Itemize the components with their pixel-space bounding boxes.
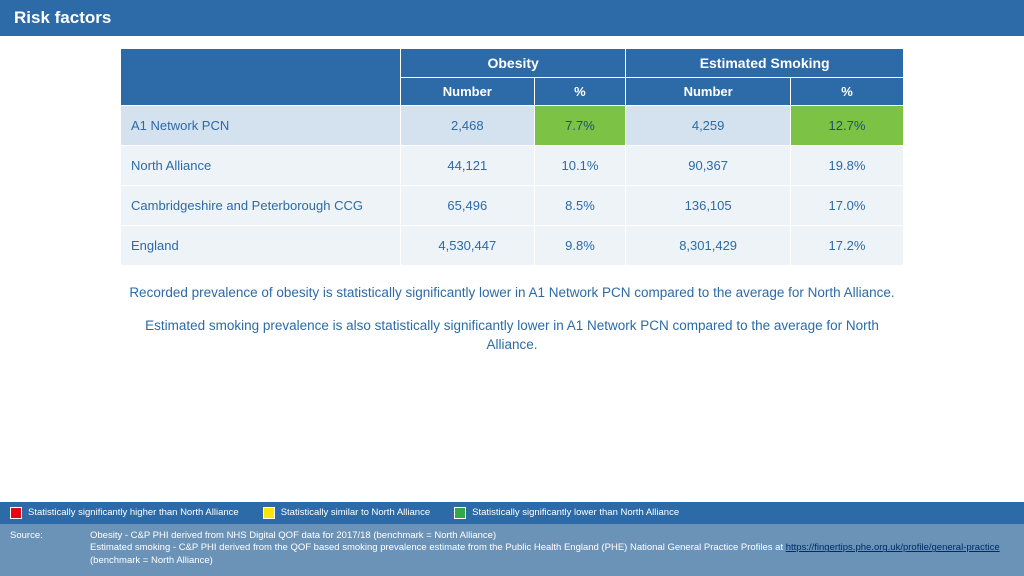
legend-swatch bbox=[454, 507, 466, 519]
data-cell: 10.1% bbox=[534, 146, 626, 186]
data-cell: 17.0% bbox=[790, 186, 903, 226]
source-text: Obesity - C&P PHI derived from NHS Digit… bbox=[90, 530, 1014, 568]
legend-label: Statistically similar to North Alliance bbox=[281, 507, 430, 518]
source-link[interactable]: https://fingertips.phe.org.uk/profile/ge… bbox=[786, 542, 1000, 553]
source-line: (benchmark = North Alliance) bbox=[90, 555, 213, 566]
table-row: North Alliance44,12110.1%90,36719.8% bbox=[121, 146, 904, 186]
commentary-line: Estimated smoking prevalence is also sta… bbox=[120, 317, 904, 355]
legend-swatch bbox=[10, 507, 22, 519]
data-cell: 17.2% bbox=[790, 226, 903, 266]
subheader-number: Number bbox=[626, 78, 791, 106]
data-cell: 44,121 bbox=[401, 146, 535, 186]
commentary-line: Recorded prevalence of obesity is statis… bbox=[120, 284, 904, 303]
header-obesity: Obesity bbox=[401, 49, 626, 78]
subheader-percent: % bbox=[790, 78, 903, 106]
commentary: Recorded prevalence of obesity is statis… bbox=[120, 284, 904, 355]
table-row: A1 Network PCN2,4687.7%4,25912.7% bbox=[121, 106, 904, 146]
data-cell: 90,367 bbox=[626, 146, 791, 186]
source-line: Obesity - C&P PHI derived from NHS Digit… bbox=[90, 530, 496, 541]
row-label: North Alliance bbox=[121, 146, 401, 186]
data-cell: 8.5% bbox=[534, 186, 626, 226]
row-label: A1 Network PCN bbox=[121, 106, 401, 146]
subheader-percent: % bbox=[534, 78, 626, 106]
page-title: Risk factors bbox=[0, 0, 1024, 36]
header-blank bbox=[121, 49, 401, 106]
footer: Statistically significantly higher than … bbox=[0, 502, 1024, 576]
data-cell: 136,105 bbox=[626, 186, 791, 226]
risk-factors-table: Obesity Estimated Smoking Number % Numbe… bbox=[120, 48, 904, 266]
legend-label: Statistically significantly lower than N… bbox=[472, 507, 679, 518]
legend-swatch bbox=[263, 507, 275, 519]
table-row: England4,530,4479.8%8,301,42917.2% bbox=[121, 226, 904, 266]
source-label: Source: bbox=[10, 530, 90, 568]
data-cell: 7.7% bbox=[534, 106, 626, 146]
data-cell: 2,468 bbox=[401, 106, 535, 146]
data-cell: 12.7% bbox=[790, 106, 903, 146]
data-cell: 4,530,447 bbox=[401, 226, 535, 266]
table-row: Cambridgeshire and Peterborough CCG65,49… bbox=[121, 186, 904, 226]
data-cell: 4,259 bbox=[626, 106, 791, 146]
data-cell: 65,496 bbox=[401, 186, 535, 226]
legend-label: Statistically significantly higher than … bbox=[28, 507, 239, 518]
header-smoking: Estimated Smoking bbox=[626, 49, 904, 78]
source-line: Estimated smoking - C&P PHI derived from… bbox=[90, 542, 786, 553]
row-label: Cambridgeshire and Peterborough CCG bbox=[121, 186, 401, 226]
row-label: England bbox=[121, 226, 401, 266]
legend: Statistically significantly higher than … bbox=[0, 502, 1024, 524]
data-cell: 19.8% bbox=[790, 146, 903, 186]
data-cell: 9.8% bbox=[534, 226, 626, 266]
data-cell: 8,301,429 bbox=[626, 226, 791, 266]
source: Source: Obesity - C&P PHI derived from N… bbox=[0, 524, 1024, 576]
main-content: Obesity Estimated Smoking Number % Numbe… bbox=[0, 36, 1024, 355]
subheader-number: Number bbox=[401, 78, 535, 106]
